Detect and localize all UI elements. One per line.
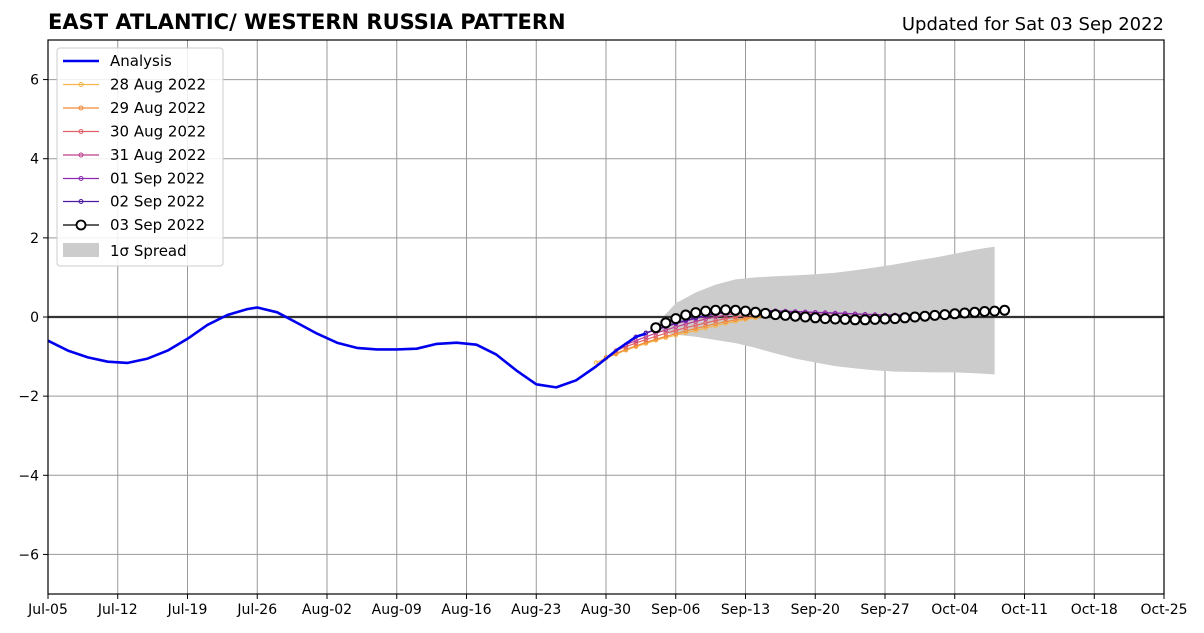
- forecast-point: [939, 309, 951, 321]
- forecast-point: [809, 312, 821, 324]
- forecast-point: [779, 309, 791, 321]
- x-tick-label: Sep-20: [791, 602, 840, 618]
- forecast-point: [999, 304, 1011, 316]
- forecast-point: [929, 309, 941, 321]
- x-tick-label: Oct-04: [931, 602, 978, 618]
- analysis-line: [47, 306, 647, 389]
- y-tick-label: −4: [18, 468, 39, 484]
- legend-f5-marker: [78, 199, 84, 204]
- forecast-point: [889, 313, 901, 325]
- legend-f2-marker: [78, 129, 84, 134]
- x-tick-label: Aug-02: [302, 602, 352, 618]
- forecast-point: [733, 317, 738, 323]
- y-tick-label: 4: [30, 152, 39, 168]
- forecast-point: [979, 306, 991, 317]
- x-tick-label: Jul-05: [27, 602, 68, 618]
- forecast-point: [769, 309, 781, 321]
- forecast-point: [720, 304, 732, 316]
- x-tick-label: Oct-25: [1140, 602, 1187, 618]
- forecast-point: [670, 313, 682, 325]
- x-tick-label: Jul-19: [167, 602, 208, 618]
- forecast-point: [730, 304, 741, 316]
- forecast-point: [643, 340, 649, 345]
- x-tick-label: Aug-16: [441, 602, 491, 618]
- forecast-point: [959, 307, 971, 319]
- forecast-point: [849, 314, 861, 326]
- chart-title: EAST ATLANTIC/ WESTERN RUSSIA PATTERN: [48, 10, 566, 34]
- x-tick-label: Oct-18: [1071, 602, 1118, 618]
- legend-f3-label: 31 Aug 2022: [110, 146, 206, 164]
- forecast-point: [623, 347, 629, 352]
- x-tick-label: Sep-06: [651, 602, 700, 618]
- legend-box: [56, 47, 224, 267]
- legend-f0-label: 28 Aug 2022: [110, 76, 206, 94]
- legend-f4-label: 01 Sep 2022: [110, 170, 205, 188]
- legend-f6-label: 03 Sep 2022: [110, 216, 205, 234]
- legend-analysis-label: Analysis: [110, 52, 172, 70]
- forecast-point: [740, 305, 751, 317]
- forecast-point: [919, 310, 931, 322]
- forecast-point: [879, 313, 891, 325]
- forecast-point: [789, 310, 801, 322]
- forecast-point: [799, 311, 811, 323]
- legend-spread-swatch: [63, 243, 99, 257]
- chart-subtitle: Updated for Sat 03 Sep 2022: [902, 14, 1164, 35]
- forecast-point: [700, 305, 712, 317]
- y-tick-label: −2: [18, 389, 39, 405]
- forecast-point: [839, 313, 851, 325]
- forecast-point: [859, 314, 871, 326]
- forecast-point: [593, 360, 599, 365]
- x-tick-label: Sep-27: [860, 602, 909, 618]
- legend: Analysis 28 Aug 2022 29 Aug 2022 30 Aug …: [56, 47, 224, 267]
- forecast-point: [759, 307, 771, 319]
- forecast-point: [909, 311, 921, 323]
- analysis-series: [47, 306, 647, 389]
- forecast-point: [633, 343, 639, 349]
- legend-f3-marker: [78, 152, 84, 158]
- y-axis-ticks: −6 −4 −2 0 2 4 6: [18, 73, 48, 563]
- forecast-point: [690, 307, 702, 319]
- forecast-point: [829, 313, 841, 325]
- forecast-point: [650, 322, 662, 334]
- forecast-point: [710, 304, 722, 316]
- legend-f0-marker: [78, 82, 84, 87]
- legend-f5-label: 02 Sep 2022: [110, 193, 205, 211]
- x-tick-label: Jul-26: [236, 602, 277, 618]
- y-tick-label: 2: [30, 231, 39, 247]
- y-tick-label: 6: [30, 73, 39, 89]
- x-tick-label: Aug-09: [372, 602, 422, 618]
- legend-spread-label: 1σ Spread: [110, 242, 187, 260]
- forecast-point: [949, 308, 961, 320]
- x-tick-label: Sep-13: [721, 602, 770, 618]
- forecast-point: [969, 306, 981, 318]
- forecast-point: [869, 313, 881, 325]
- x-tick-label: Aug-30: [581, 602, 631, 618]
- x-tick-label: Aug-23: [511, 602, 561, 618]
- y-tick-label: 0: [30, 310, 39, 326]
- legend-f1-label: 29 Aug 2022: [110, 99, 206, 117]
- forecast-point: [750, 306, 761, 318]
- legend-f4-marker: [78, 176, 84, 181]
- x-axis-ticks: Jul-05 Jul-12 Jul-19 Jul-26 Aug-02 Aug-09 Aug-…: [27, 594, 1188, 618]
- legend-f1-marker: [78, 105, 84, 111]
- forecast-point: [989, 305, 1001, 317]
- forecast-point: [660, 317, 672, 329]
- forecast-point: [643, 337, 649, 342]
- forecast-lines: [593, 304, 1011, 365]
- legend-f2-label: 30 Aug 2022: [110, 123, 206, 141]
- forecast-point: [653, 336, 659, 342]
- x-tick-label: Oct-11: [1001, 602, 1048, 618]
- forecast-point: [819, 313, 831, 325]
- x-tick-label: Jul-12: [97, 602, 138, 618]
- legend-f6-marker: [75, 219, 87, 231]
- forecast-point: [899, 312, 911, 324]
- y-tick-label: −6: [18, 547, 39, 563]
- forecast-point: [680, 309, 692, 321]
